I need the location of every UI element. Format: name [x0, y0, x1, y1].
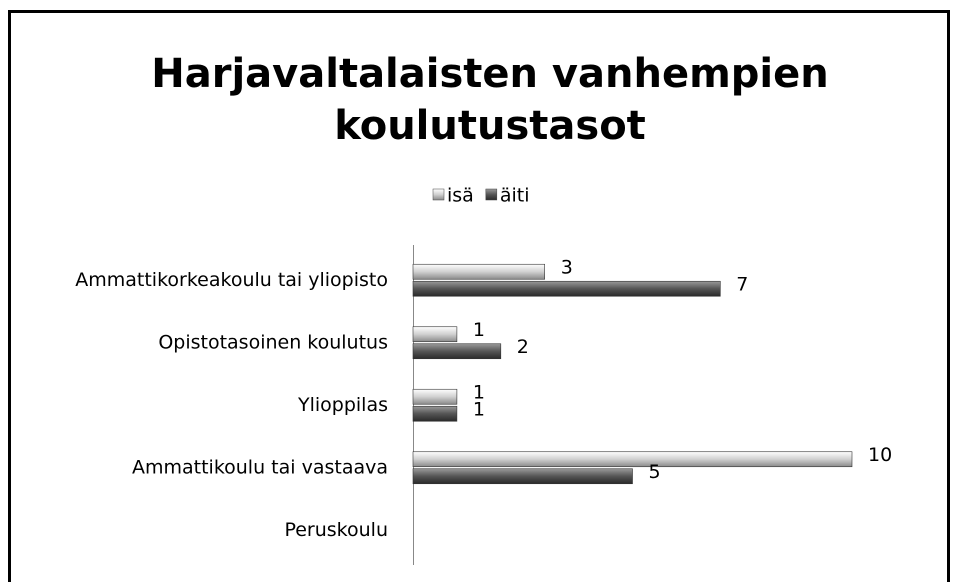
frame [8, 10, 950, 582]
chart-title: Harjavaltalaisten vanhempien [151, 51, 828, 97]
data-label: 1 [473, 319, 485, 341]
data-label: 7 [736, 273, 748, 295]
legend-label: isä [447, 185, 474, 207]
bar [412, 468, 633, 485]
category-label: Peruskoulu [284, 519, 388, 541]
category-label: Ammattikoulu tai vastaava [132, 456, 388, 478]
category-label: Ammattikorkeakoulu tai yliopisto [75, 269, 388, 291]
legend-swatch [432, 188, 445, 201]
bar [412, 280, 721, 297]
data-label: 1 [473, 381, 485, 403]
bar [412, 451, 853, 468]
data-label: 3 [561, 256, 573, 278]
bar [412, 405, 458, 422]
legend-swatch [485, 188, 498, 201]
bar [412, 263, 545, 280]
chart-title: koulutustasot [334, 103, 646, 149]
data-label: 1 [473, 398, 485, 420]
data-label: 10 [868, 444, 892, 466]
bar [412, 326, 458, 343]
data-label: 2 [517, 336, 529, 358]
data-label: 5 [649, 461, 661, 483]
category-label: Opistotasoinen koulutus [158, 331, 388, 353]
legend-label: äiti [500, 185, 530, 207]
bar [412, 388, 458, 405]
bar [412, 343, 502, 360]
category-label: Ylioppilas [297, 394, 388, 416]
